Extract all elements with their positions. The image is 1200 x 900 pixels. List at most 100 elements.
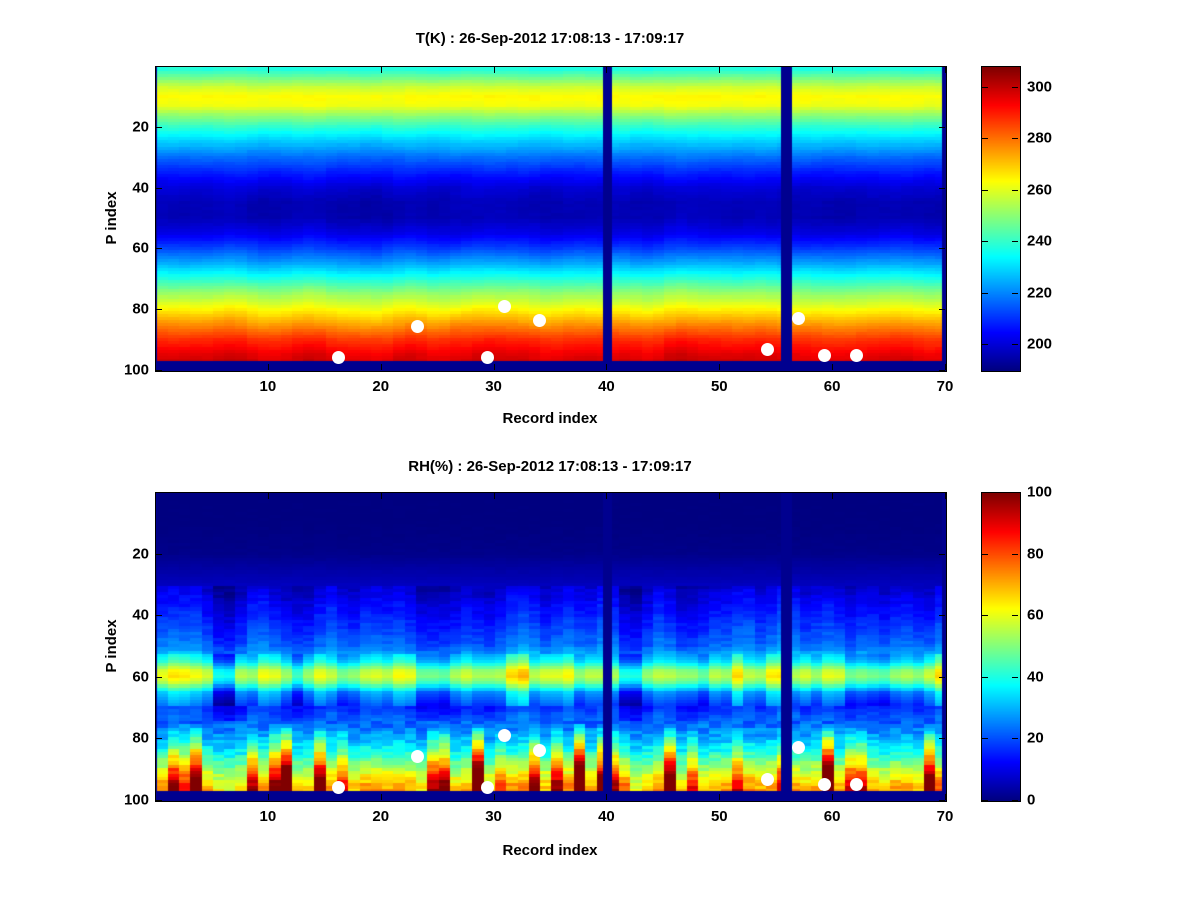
y-tick-right [939,248,945,250]
colorbar-tick-left [982,344,988,346]
temperature-plot-title: T(K) : 26-Sep-2012 17:08:13 - 17:09:17 [415,30,685,47]
colorbar-tick-label: 100 [1027,483,1053,501]
y-tick [156,615,162,617]
x-tick [832,794,834,800]
colorbar-tick-left [982,553,988,555]
panel-temperature: T(K) : 26-Sep-2012 17:08:13 - 17:09:17 2… [0,0,1200,440]
y-tick-right [939,553,945,555]
y-tick-right [939,800,945,801]
colorbar-tick-left [982,800,988,801]
y-tick-label: 20 [132,118,149,136]
x-tick-label: 30 [485,378,502,395]
y-tick-right [939,370,945,371]
data-point-marker [761,343,775,357]
data-point-marker [850,778,864,792]
colorbar-tick [1012,241,1018,243]
y-tick [156,370,162,371]
temperature-heatmap-axes[interactable] [155,66,947,372]
colorbar-tick-label: 200 [1027,335,1053,353]
colorbar-tick [1012,738,1018,740]
x-tick-label: 70 [936,808,954,825]
colorbar-tick-left [982,615,988,617]
x-tick [493,364,495,370]
x-tick-top [493,67,495,73]
y-tick-label: 40 [132,179,149,197]
data-point-marker [332,780,346,794]
y-tick-right [939,309,945,311]
colorbar-tick [1012,292,1018,294]
data-point-marker [817,778,831,792]
x-tick [493,794,495,800]
data-point-marker [761,772,775,786]
colorbar-tick [1012,615,1018,617]
data-point-marker [791,741,805,755]
y-tick [156,800,162,801]
y-tick-label: 60 [132,239,149,257]
y-tick [156,309,162,311]
data-point-marker [533,314,547,328]
x-tick-label: 60 [823,808,841,825]
colorbar-tick [1012,344,1018,346]
colorbar-tick-label: 80 [1027,545,1044,563]
y-tick [156,738,162,740]
x-tick [719,794,721,800]
colorbar-tick-left [982,492,988,493]
data-point-marker [791,311,805,325]
x-tick-label: 40 [598,808,615,825]
data-point-marker [498,300,512,314]
colorbar-tick-left [982,138,988,140]
y-tick-right [939,126,945,128]
x-tick-top [606,67,608,73]
data-point-marker [533,743,547,757]
data-point-marker [817,348,831,362]
x-tick-top [832,493,834,499]
y-tick-label: 100 [123,791,149,809]
colorbar-tick [1012,492,1018,493]
colorbar-tick-label: 0 [1027,791,1036,809]
colorbar-tick-label: 240 [1027,232,1053,250]
data-point-marker [850,348,864,362]
x-tick-label: 70 [936,378,954,395]
x-tick-top [719,493,721,499]
y-tick-label: 20 [132,545,149,563]
y-tick-right [939,615,945,617]
y-tick-label: 40 [132,606,149,624]
y-tick [156,248,162,250]
y-tick-label: 100 [123,361,149,379]
x-tick-top [493,493,495,499]
data-point-marker [411,749,425,763]
x-tick [719,364,721,370]
y-tick-right [939,676,945,678]
humidity-colorbar[interactable] [981,492,1021,802]
x-tick-top [267,493,269,499]
x-tick-label: 20 [372,378,390,395]
colorbar-tick-left [982,241,988,243]
y-tick-right [939,187,945,189]
data-point-marker [498,729,512,743]
temperature-colorbar[interactable] [981,66,1021,372]
x-tick [832,364,834,370]
x-tick-top [719,67,721,73]
colorbar-tick-left [982,676,988,678]
colorbar-tick-label: 280 [1027,129,1053,147]
colorbar-tick [1012,138,1018,140]
y-tick [156,553,162,555]
y-tick-label: 60 [132,668,149,686]
colorbar-tick-left [982,738,988,740]
x-tick [267,794,269,800]
colorbar-tick [1012,189,1018,191]
data-point-marker [481,350,495,364]
x-tick-label: 20 [372,808,390,825]
x-tick-top [380,493,382,499]
colorbar-tick [1012,86,1018,88]
y-tick-right [939,738,945,740]
x-tick-label: 40 [598,378,615,395]
x-tick-top [380,67,382,73]
x-tick-top [945,493,946,499]
y-tick [156,187,162,189]
humidity-heatmap-axes[interactable] [155,492,947,802]
colorbar-tick-label: 40 [1027,668,1044,686]
data-point-marker [411,320,425,334]
colorbar-tick-left [982,292,988,294]
